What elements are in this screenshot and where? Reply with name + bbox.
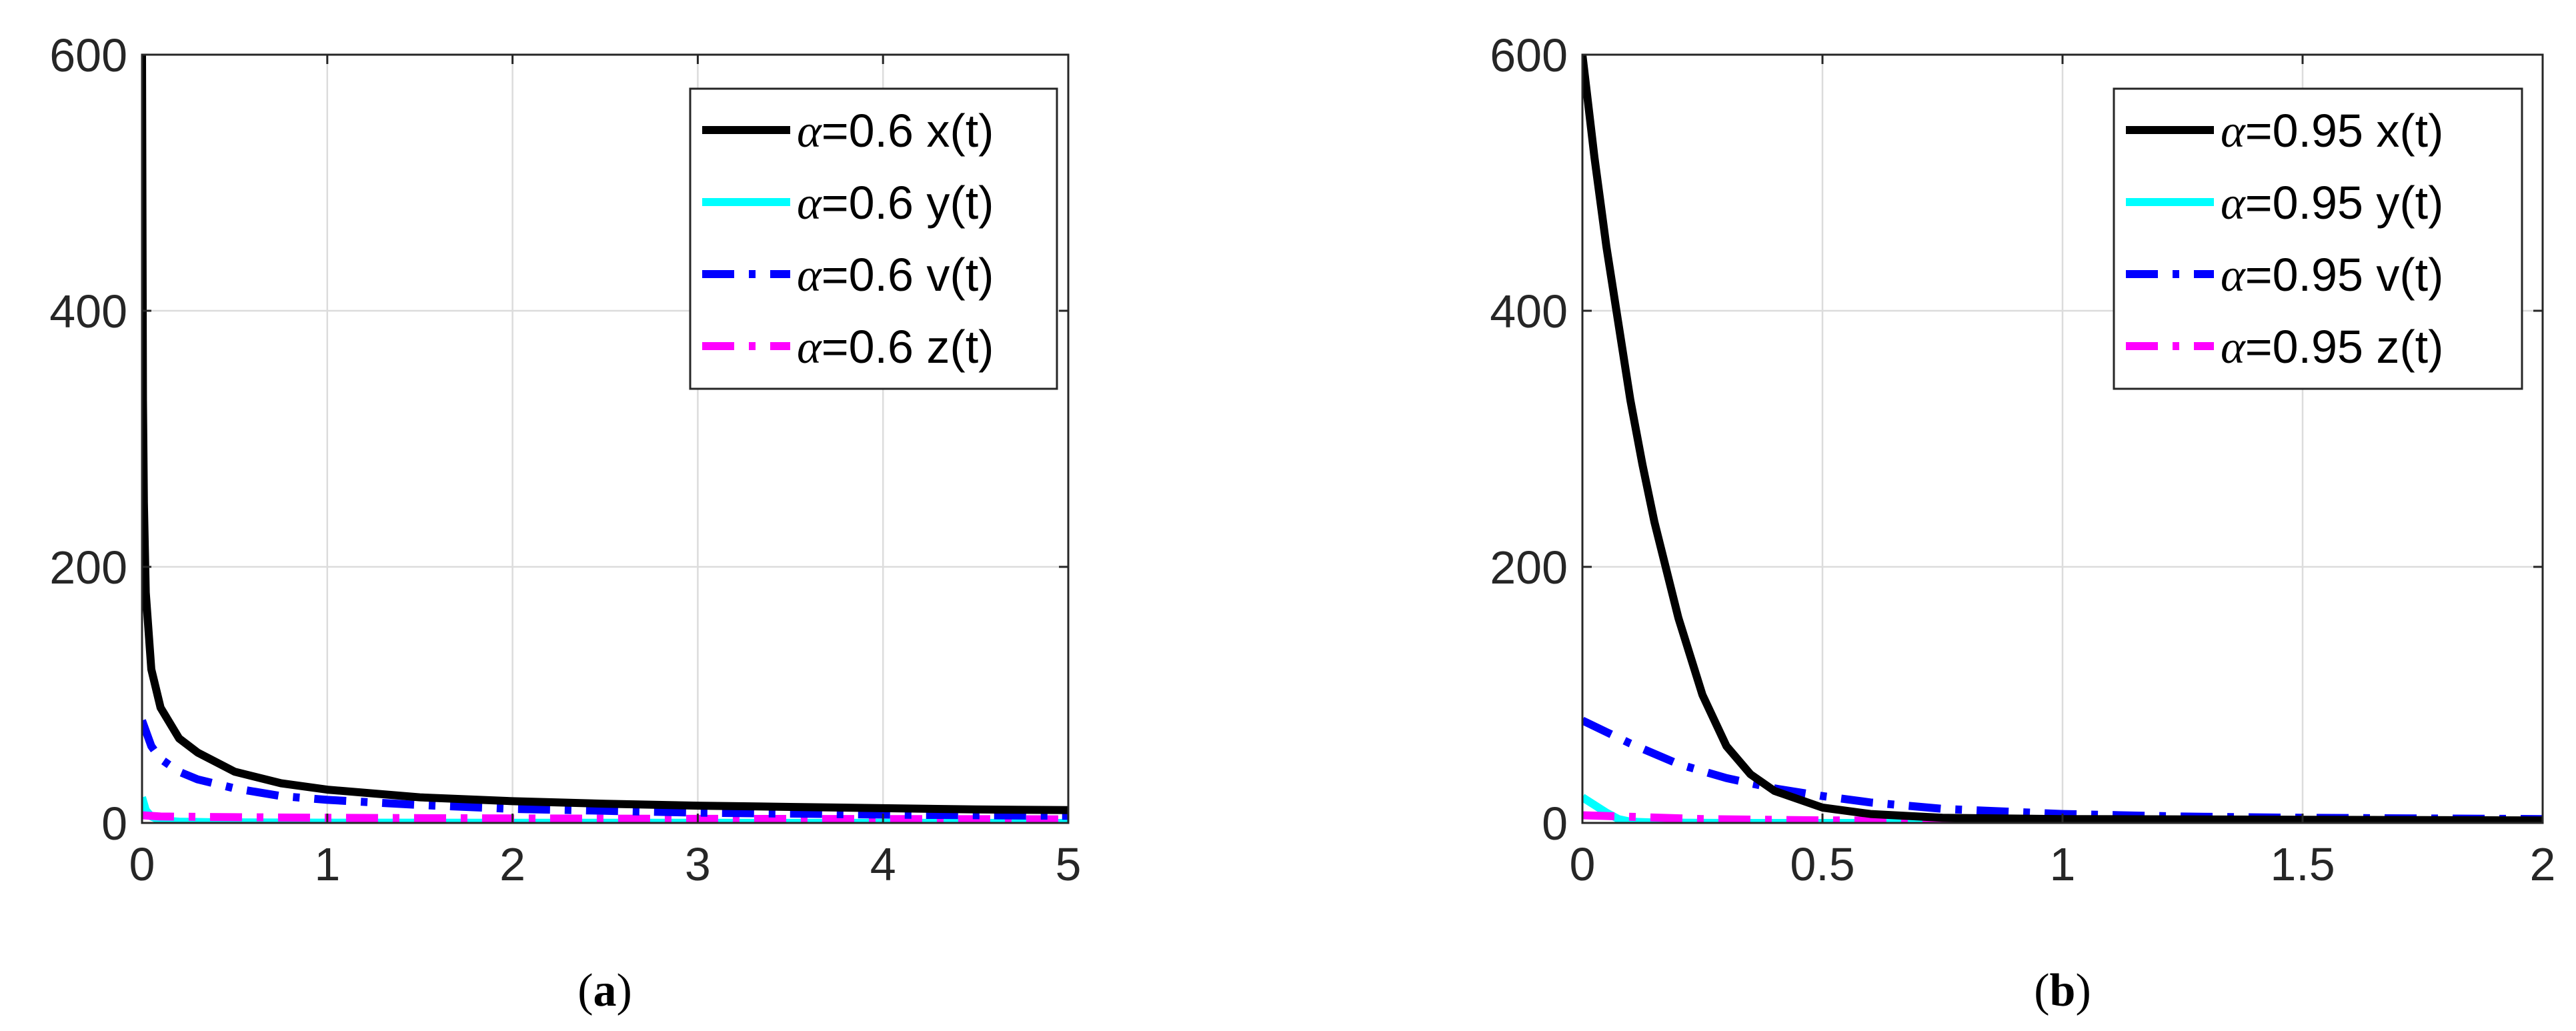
legend-alpha-symbol: α xyxy=(2221,322,2246,373)
y-tick-label: 600 xyxy=(49,29,127,81)
legend: α=0.95 x(t)α=0.95 y(t)α=0.95 v(t)α=0.95 … xyxy=(2113,87,2523,390)
legend-alpha-symbol: α xyxy=(797,322,822,373)
legend-entry: α=0.6 z(t) xyxy=(797,321,994,373)
axes-box xyxy=(141,53,1070,824)
legend-entry-label: =0.95 x(t) xyxy=(2245,105,2444,157)
x-tick-label: 2 xyxy=(2530,838,2556,890)
x-tick-label: 0.5 xyxy=(1790,838,1854,890)
legend-entry: α=0.95 z(t) xyxy=(2221,321,2443,373)
legend-box xyxy=(689,87,1058,390)
series-line-xt xyxy=(142,55,1068,814)
legend-alpha-symbol: α xyxy=(797,178,822,229)
y-tick-label: 600 xyxy=(1490,29,1568,81)
legend-entry-label: =0.6 x(t) xyxy=(822,105,994,157)
x-tick-label: 2 xyxy=(499,838,525,890)
legend-entry-label: =0.95 z(t) xyxy=(2245,321,2444,373)
x-tick-label: 4 xyxy=(870,838,896,890)
x-tick-label: 1 xyxy=(314,838,340,890)
legend-alpha-symbol: α xyxy=(2221,178,2246,229)
caption-letter: a xyxy=(593,965,617,1016)
x-tick-label: 1.5 xyxy=(2270,838,2335,890)
series-line-vt xyxy=(1582,716,2543,823)
panel-caption: (a) xyxy=(577,965,632,1016)
x-tick-label: 1 xyxy=(2050,838,2076,890)
legend-entry-label: =0.95 y(t) xyxy=(2245,177,2444,229)
series-line-vt xyxy=(142,719,1068,820)
caption-paren-open: ( xyxy=(2034,965,2049,1016)
x-tick-label: 0 xyxy=(1570,838,1596,890)
y-tick-label: 200 xyxy=(49,542,127,594)
caption-paren-open: ( xyxy=(577,965,593,1016)
caption-paren-close: ) xyxy=(2075,965,2091,1016)
legend-entry: α=0.6 y(t) xyxy=(797,177,994,229)
legend-alpha-symbol: α xyxy=(2221,106,2246,157)
legend-entry-label: =0.95 v(t) xyxy=(2245,249,2444,301)
series-line-xt xyxy=(1582,55,2543,823)
legend-entry: α=0.6 x(t) xyxy=(797,105,994,157)
legend-entry: α=0.95 v(t) xyxy=(2221,249,2443,301)
panel-caption: (b) xyxy=(2034,965,2091,1016)
caption-letter: b xyxy=(2050,965,2076,1016)
caption-paren-close: ) xyxy=(617,965,632,1016)
y-tick-label: 0 xyxy=(1542,798,1568,850)
legend-entry-label: =0.6 v(t) xyxy=(822,249,994,301)
x-tick-label: 3 xyxy=(685,838,711,890)
legend-entry-label: =0.6 y(t) xyxy=(822,177,994,229)
legend-entry: α=0.6 v(t) xyxy=(797,249,994,301)
legend-alpha-symbol: α xyxy=(797,106,822,157)
y-tick-label: 200 xyxy=(1490,542,1568,594)
legend-entry: α=0.95 x(t) xyxy=(2221,105,2443,157)
legend-entry: α=0.95 y(t) xyxy=(2221,177,2443,229)
series-line-zt xyxy=(142,811,1068,823)
y-tick-label: 0 xyxy=(101,798,127,850)
legend-alpha-symbol: α xyxy=(797,250,822,301)
x-tick-label: 0 xyxy=(129,838,155,890)
legend-box xyxy=(2113,87,2523,390)
x-tick-label: 5 xyxy=(1056,838,1082,890)
y-tick-label: 400 xyxy=(49,285,127,337)
y-tick-label: 400 xyxy=(1490,285,1568,337)
legend-entry-label: =0.6 z(t) xyxy=(822,321,994,373)
legend: α=0.6 x(t)α=0.6 y(t)α=0.6 v(t)α=0.6 z(t) xyxy=(689,87,1058,390)
legend-alpha-symbol: α xyxy=(2221,250,2246,301)
